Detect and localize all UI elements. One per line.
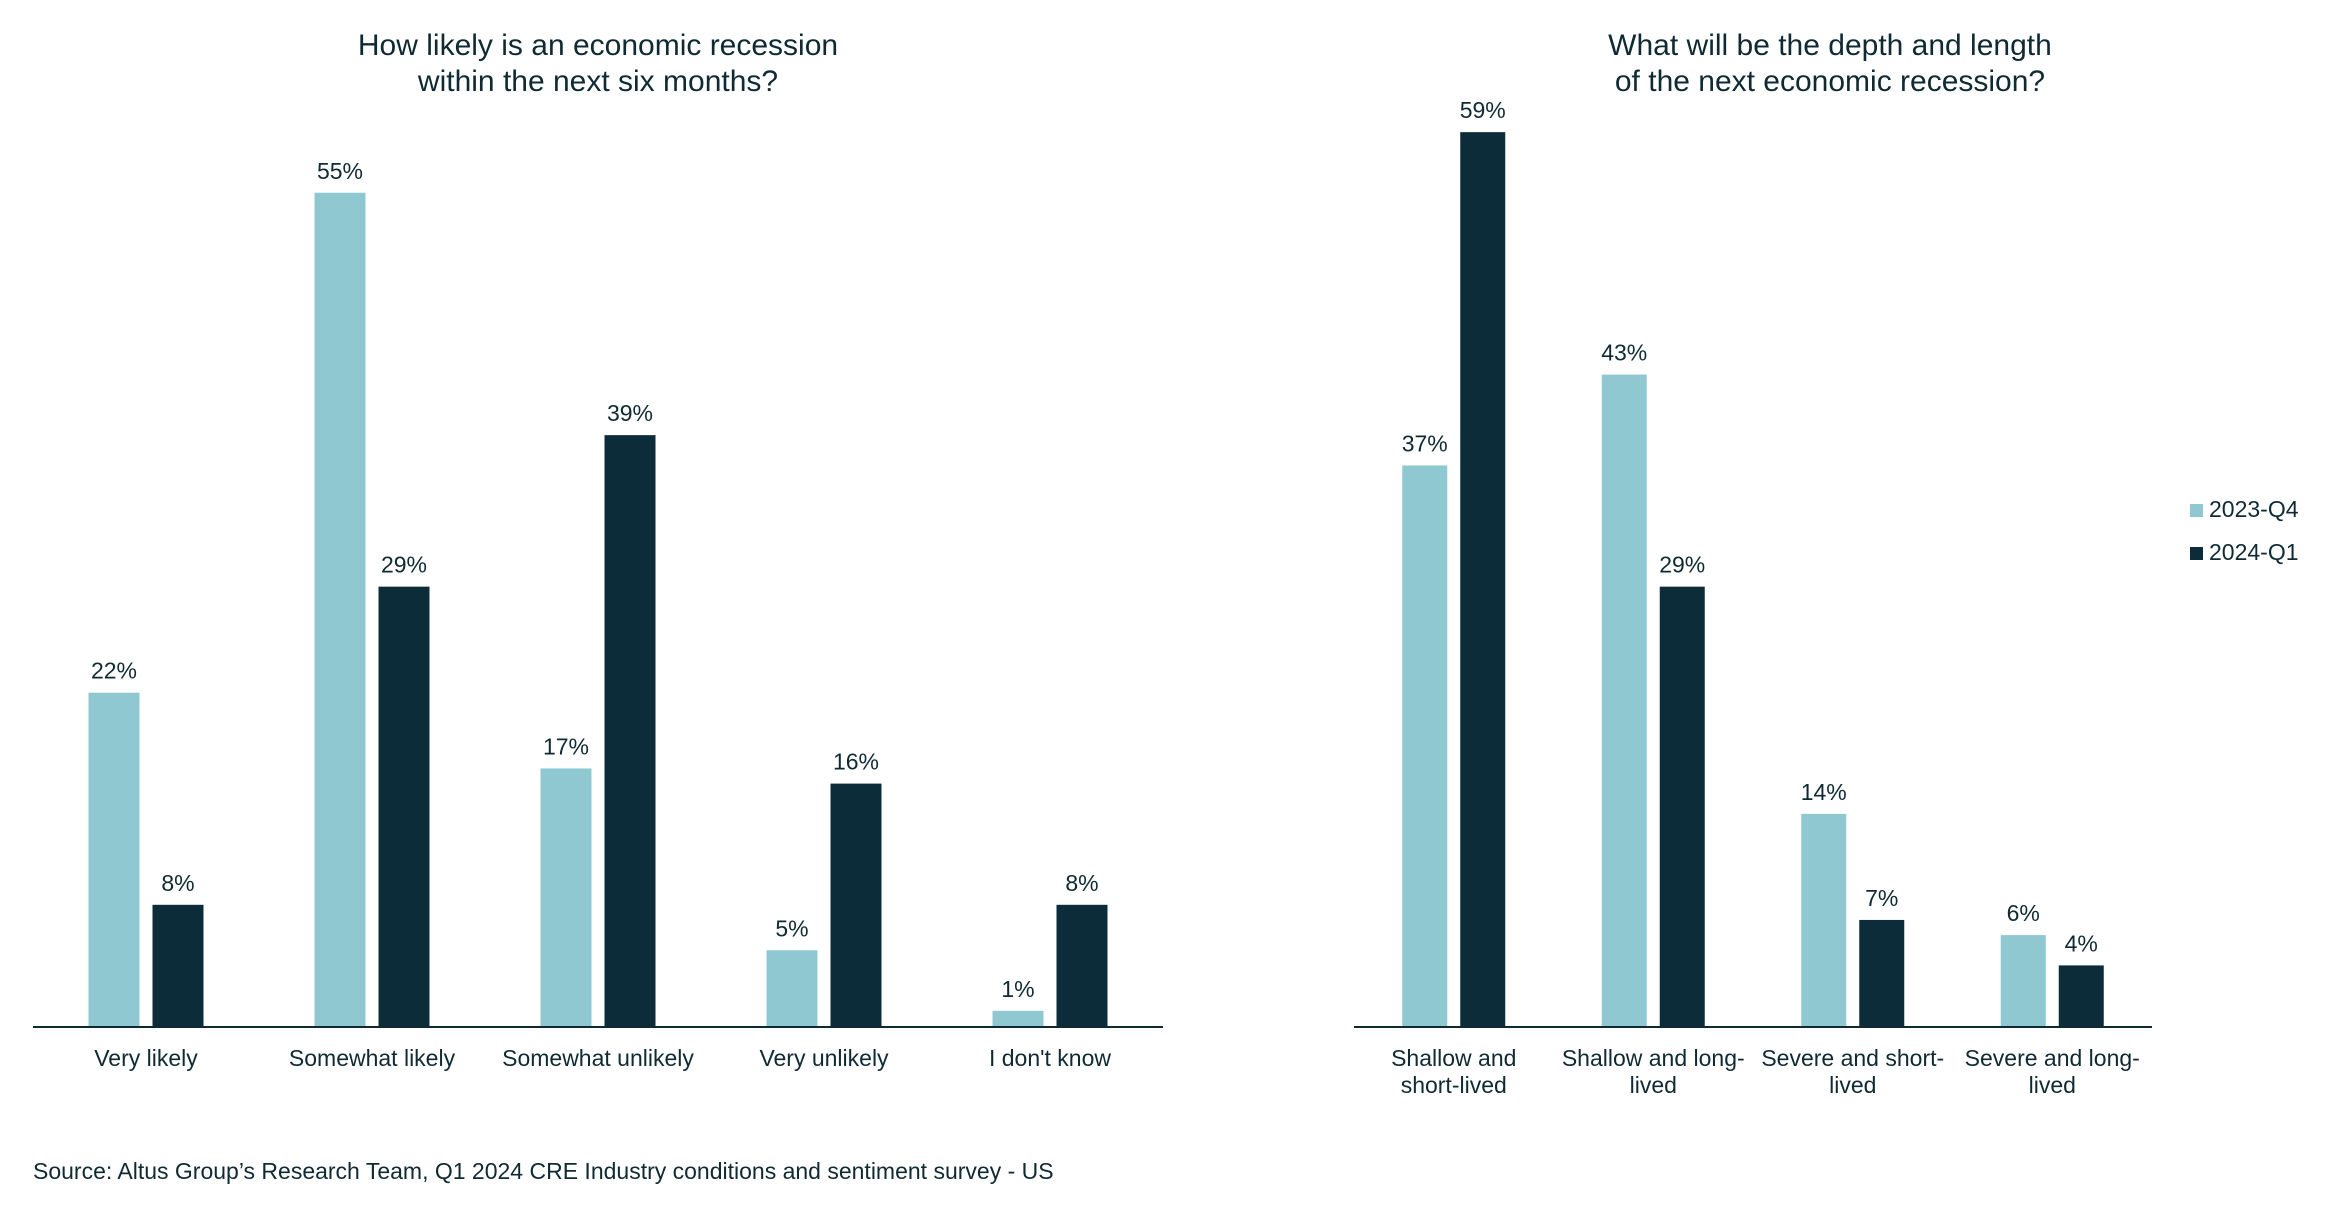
- bar-2023-q4: [766, 950, 818, 1026]
- bar-2024-q1: [604, 435, 656, 1026]
- data-label: 1%: [1001, 976, 1034, 1002]
- legend-swatch: [2190, 547, 2203, 560]
- category-label: lived: [2029, 1072, 2076, 1098]
- category-label: Shallow and long-: [1562, 1045, 1745, 1071]
- bar-2024-q1: [1659, 586, 1705, 1026]
- data-label: 29%: [381, 552, 427, 578]
- chart-title: of the next economic recession?: [1615, 65, 2045, 98]
- bar-2023-q4: [314, 192, 366, 1026]
- category-label: I don't know: [989, 1045, 1111, 1071]
- data-label: 55%: [317, 158, 363, 184]
- data-label: 59%: [1460, 97, 1506, 123]
- data-label: 4%: [2065, 930, 2098, 956]
- bar-2024-q1: [830, 783, 882, 1026]
- bar-2024-q1: [2058, 965, 2104, 1026]
- data-label: 6%: [2007, 900, 2040, 926]
- bar-2024-q1: [1056, 904, 1108, 1026]
- bar-2023-q4: [992, 1010, 1044, 1026]
- data-label: 22%: [91, 658, 137, 684]
- bar-2023-q4: [540, 768, 592, 1026]
- category-label: Severe and short-: [1761, 1045, 1944, 1071]
- category-label: lived: [1630, 1072, 1677, 1098]
- data-label: 39%: [607, 400, 653, 426]
- category-label: Very likely: [94, 1045, 198, 1071]
- category-label: lived: [1829, 1072, 1876, 1098]
- data-label: 43%: [1601, 340, 1647, 366]
- data-label: 37%: [1402, 430, 1448, 456]
- data-label: 14%: [1801, 779, 1847, 805]
- bar-2023-q4: [2000, 935, 2046, 1026]
- category-label: Severe and long-: [1965, 1045, 2140, 1071]
- category-label: Somewhat likely: [289, 1045, 456, 1071]
- bar-2023-q4: [1402, 465, 1448, 1026]
- bar-2024-q1: [378, 586, 430, 1026]
- bar-2024-q1: [1460, 132, 1506, 1026]
- data-label: 29%: [1659, 552, 1705, 578]
- chart-title: within the next six months?: [417, 65, 778, 98]
- legend-label: 2023-Q4: [2209, 496, 2299, 522]
- legend-label: 2024-Q1: [2209, 539, 2299, 565]
- data-label: 17%: [543, 733, 589, 759]
- data-label: 8%: [1065, 870, 1098, 896]
- chart-title: What will be the depth and length: [1608, 29, 2052, 62]
- category-label: Somewhat unlikely: [502, 1045, 694, 1071]
- data-label: 7%: [1865, 885, 1898, 911]
- bar-2023-q4: [1801, 813, 1847, 1026]
- category-label: Shallow and: [1391, 1045, 1516, 1071]
- data-label: 16%: [833, 749, 879, 775]
- category-label: short-lived: [1401, 1072, 1507, 1098]
- source-note: Source: Altus Group’s Research Team, Q1 …: [33, 1158, 1054, 1184]
- data-label: 5%: [775, 915, 808, 941]
- chart-title: How likely is an economic recession: [358, 29, 838, 62]
- data-label: 8%: [161, 870, 194, 896]
- bar-2023-q4: [88, 692, 140, 1026]
- bar-2023-q4: [1601, 374, 1647, 1026]
- bar-2024-q1: [1859, 919, 1905, 1026]
- bar-2024-q1: [152, 904, 204, 1026]
- category-label: Very unlikely: [759, 1045, 889, 1071]
- legend-swatch: [2190, 504, 2203, 517]
